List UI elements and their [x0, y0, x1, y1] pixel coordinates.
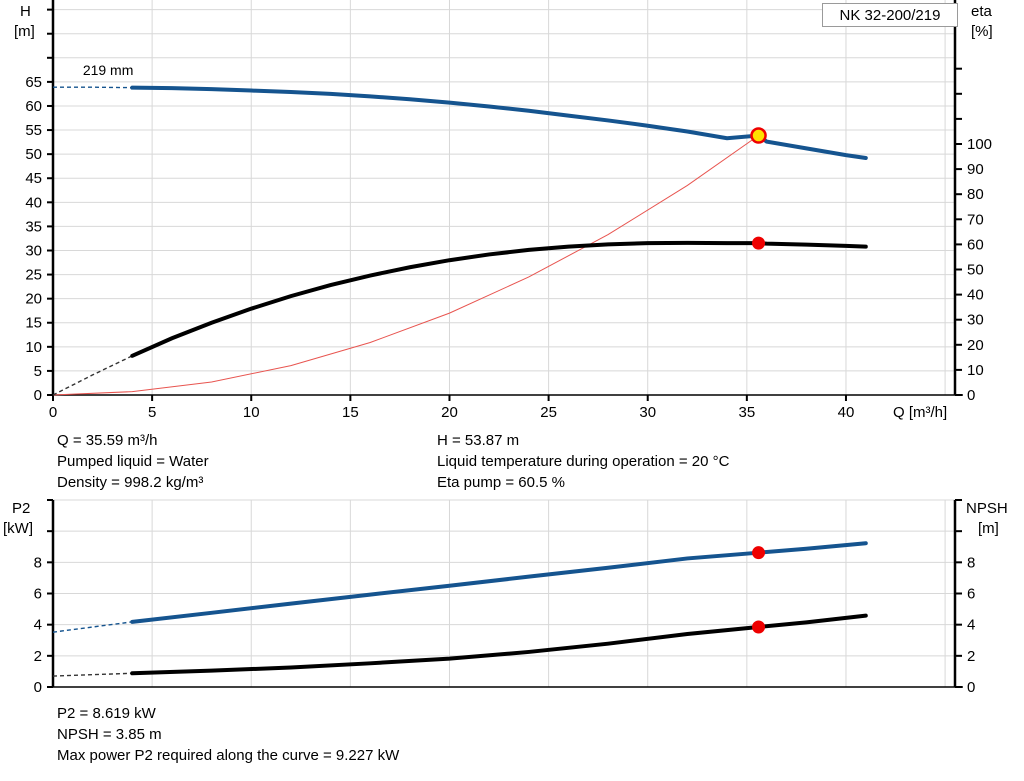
svg-text:15: 15	[25, 315, 42, 332]
svg-text:90: 90	[967, 161, 984, 178]
model-legend-label: NK 32-200/219	[839, 6, 941, 24]
svg-text:10: 10	[243, 404, 260, 420]
svg-text:0: 0	[34, 387, 42, 404]
duty-point-head-marker[interactable]	[750, 127, 767, 144]
right-axis-title-npsh: NPSH	[966, 500, 1008, 517]
svg-text:6: 6	[34, 586, 42, 603]
duty-info-column-1: Q = 35.59 m³/h Pumped liquid = Water Den…	[57, 430, 209, 493]
svg-text:35: 35	[25, 218, 42, 235]
x-axis-title-q: Q [m³/h]	[893, 404, 947, 420]
svg-text:20: 20	[967, 337, 984, 354]
svg-text:60: 60	[967, 236, 984, 253]
head-efficiency-chart: 65605550454035302520151050H[m]1009080706…	[14, 0, 993, 420]
model-legend-box: NK 32-200/219	[822, 3, 958, 27]
svg-text:15: 15	[342, 404, 359, 420]
svg-text:5: 5	[34, 363, 42, 380]
grid-lines	[53, 0, 955, 396]
svg-text:35: 35	[739, 404, 756, 420]
left-axis-title-p2: P2	[12, 500, 30, 517]
left-axis-ticks: 8 6 4 2 0	[34, 499, 53, 696]
svg-text:60: 60	[25, 98, 42, 115]
eta-curve-dashed	[52, 355, 133, 396]
info-h: H = 53.87 m	[437, 432, 520, 449]
duty-point-power-marker[interactable]	[752, 546, 766, 560]
eta-curve	[130, 240, 868, 358]
svg-text:2: 2	[34, 648, 42, 665]
npsh-curve-dashed	[52, 672, 133, 677]
svg-text:40: 40	[838, 404, 855, 420]
info-liquid-temperature: Liquid temperature during operation = 20…	[437, 453, 730, 470]
left-axis-unit-m: [m]	[14, 23, 35, 40]
axis-lines	[47, 0, 963, 396]
power-curve-dashed	[52, 621, 133, 633]
svg-text:100: 100	[967, 136, 992, 153]
svg-text:8: 8	[34, 554, 42, 571]
right-axis-unit-m: [m]	[978, 520, 999, 537]
power-curve	[130, 541, 868, 624]
svg-text:2: 2	[967, 648, 975, 665]
duty-info-column-2: H = 53.87 m Liquid temperature during op…	[437, 430, 729, 493]
svg-text:45: 45	[25, 170, 42, 187]
svg-text:50: 50	[25, 146, 42, 163]
svg-text:40: 40	[25, 194, 42, 211]
svg-text:20: 20	[441, 404, 458, 420]
svg-text:4: 4	[34, 617, 42, 634]
svg-text:20: 20	[25, 291, 42, 308]
right-axis-unit-pct: [%]	[971, 23, 993, 40]
grid-lines	[53, 499, 955, 688]
info-q: Q = 35.59 m³/h	[57, 432, 158, 449]
npsh-curve	[130, 613, 868, 676]
svg-text:55: 55	[25, 122, 42, 139]
svg-text:8: 8	[967, 554, 975, 571]
svg-text:10: 10	[967, 362, 984, 379]
info-eta-pump: Eta pump = 60.5 %	[437, 474, 565, 491]
right-axis-ticks: 8 6 4 2 0	[955, 499, 975, 696]
svg-text:25: 25	[540, 404, 557, 420]
power-info-block: P2 = 8.619 kW NPSH = 3.85 m Max power P2…	[57, 703, 399, 766]
svg-text:40: 40	[967, 287, 984, 304]
svg-text:0: 0	[34, 679, 42, 696]
info-pumped-liquid: Pumped liquid = Water	[57, 453, 209, 470]
svg-text:0: 0	[967, 679, 975, 696]
info-p2: P2 = 8.619 kW	[57, 705, 156, 722]
svg-text:50: 50	[967, 262, 984, 279]
x-axis-ticks: 0 5 10 15 20 25 30 35 40	[49, 395, 854, 420]
svg-text:65: 65	[25, 74, 42, 91]
head-curve	[130, 85, 868, 160]
svg-text:30: 30	[639, 404, 656, 420]
svg-text:0: 0	[967, 387, 975, 404]
svg-text:6: 6	[967, 586, 975, 603]
duty-point-eta-marker[interactable]	[752, 236, 766, 250]
right-axis-title-eta: eta	[971, 3, 993, 20]
curves	[52, 541, 868, 677]
info-max-power: Max power P2 required along the curve = …	[57, 747, 400, 764]
left-axis-unit-kw: [kW]	[3, 520, 33, 537]
left-axis-title-h: H	[20, 3, 31, 20]
svg-text:4: 4	[967, 617, 975, 634]
svg-text:5: 5	[148, 404, 156, 420]
svg-text:30: 30	[967, 312, 984, 329]
impeller-size-label: 219 mm	[83, 62, 134, 78]
svg-text:80: 80	[967, 186, 984, 203]
svg-text:70: 70	[967, 211, 984, 228]
svg-text:25: 25	[25, 267, 42, 284]
duty-point-npsh-marker[interactable]	[752, 620, 766, 634]
system-curve	[52, 135, 759, 396]
svg-text:10: 10	[25, 339, 42, 356]
curves	[52, 85, 868, 396]
svg-text:0: 0	[49, 404, 57, 420]
info-npsh: NPSH = 3.85 m	[57, 726, 162, 743]
info-density: Density = 998.2 kg/m³	[57, 474, 204, 491]
svg-text:30: 30	[25, 242, 42, 259]
